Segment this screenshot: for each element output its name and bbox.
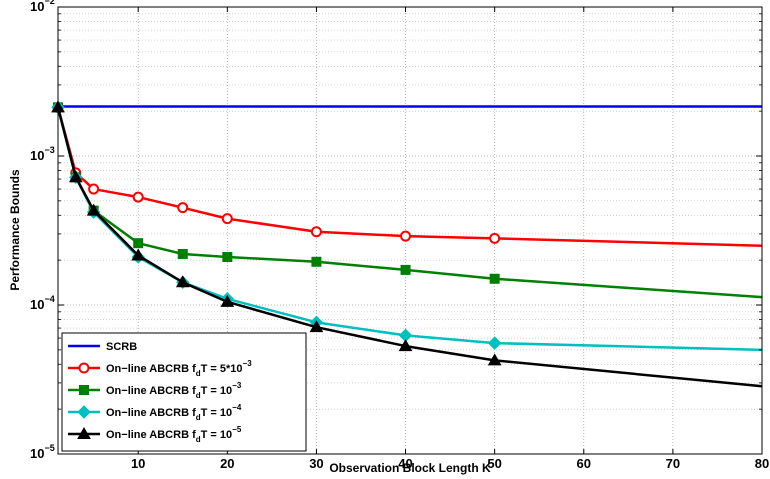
legend-label-0: SCRB <box>106 341 137 353</box>
series-4-point <box>86 203 101 216</box>
y-tick-exponent: −4 <box>44 294 54 304</box>
series-4-point <box>487 353 502 366</box>
legend-label-2: On−line ABCRB fdT = 10−3 <box>106 381 242 400</box>
series-4-point <box>68 170 83 183</box>
legend-label-1: On−line ABCRB fdT = 5*10−3 <box>106 359 252 378</box>
series-1-point <box>88 183 100 195</box>
legend-marker-3 <box>77 405 91 419</box>
series-3-point <box>487 336 502 350</box>
series-2-point <box>222 251 233 262</box>
legend-marker-2 <box>79 385 89 395</box>
x-tick-label-2: 30 <box>309 456 323 471</box>
x-tick-label-6: 70 <box>666 456 680 471</box>
plot-frame <box>57 6 763 455</box>
series-line-1 <box>56 107 763 247</box>
series-2-point <box>177 248 188 259</box>
x-tick-label-4: 50 <box>487 456 501 471</box>
legend-label-3: On−line ABCRB fdT = 10−4 <box>106 403 242 422</box>
legend: SCRB On−line ABCRB fdT = 5*10−3 On−line AB… <box>61 332 307 452</box>
y-axis-label: Performance Bounds <box>8 169 22 291</box>
series-1-point <box>132 191 144 203</box>
y-tick-label-3: 10−2 <box>30 0 55 14</box>
x-tick-label-5: 60 <box>577 456 591 471</box>
series-2-point <box>311 256 322 267</box>
series-1-point <box>400 230 412 242</box>
legend-label-4: On−line ABCRB fdT = 10−5 <box>106 425 242 444</box>
series-2-point <box>489 273 500 284</box>
x-tick-label-7: 80 <box>755 456 769 471</box>
y-tick-exponent: −5 <box>44 443 54 453</box>
x-axis-label: Observation Block Length K <box>329 461 491 475</box>
series-line-4 <box>56 107 763 388</box>
y-tick-label-0: 10−5 <box>30 443 55 461</box>
legend-marker-1 <box>78 362 90 374</box>
y-tick-label-1: 10−4 <box>30 294 55 312</box>
series-4-point <box>309 320 324 333</box>
series-4-point <box>220 294 235 307</box>
legend-marker-4 <box>77 426 91 439</box>
y-tick-exponent: −2 <box>44 0 54 6</box>
x-tick-label-3: 40 <box>398 456 412 471</box>
series-2-point <box>400 264 411 275</box>
x-tick-label-1: 20 <box>220 456 234 471</box>
axis-ticks: 10 20 30 40 50 60 70 80 10−5 10−4 10−3 10−2 <box>30 0 769 471</box>
series-4-point <box>175 275 190 288</box>
y-tick-exponent: −3 <box>44 145 54 155</box>
series-1-point <box>310 226 322 238</box>
x-tick-label-0: 10 <box>131 456 145 471</box>
series-1-point <box>489 232 501 244</box>
series-4-point <box>398 339 413 352</box>
series-1-point <box>221 213 233 225</box>
legend-box <box>61 332 307 452</box>
series-layer <box>51 100 763 388</box>
series-2-point <box>133 238 144 249</box>
series-1-point <box>177 202 189 214</box>
y-tick-label-2: 10−3 <box>30 145 55 163</box>
series-4-point <box>131 248 146 261</box>
